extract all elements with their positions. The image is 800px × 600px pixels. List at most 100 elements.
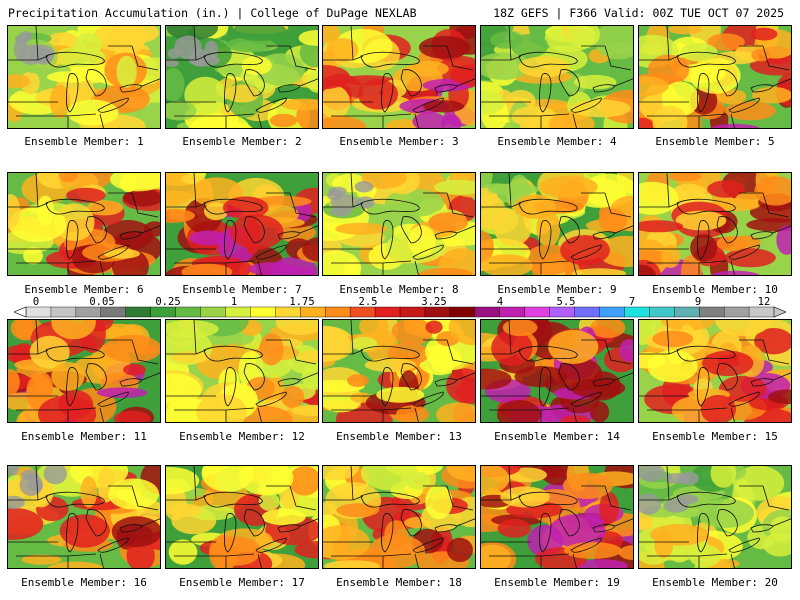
precipitation-field: [166, 26, 318, 128]
model-run-valid-time: 18Z GEFS | F366 Valid: 00Z TUE OCT 07 20…: [493, 6, 784, 20]
colorbar-swatch: [399, 306, 426, 318]
colorbar-swatch: [25, 306, 52, 318]
precipitation-field: [8, 26, 160, 128]
colorbar-swatch: [150, 306, 177, 318]
ensemble-member-map: [480, 319, 634, 423]
precipitation-field: [8, 173, 160, 275]
precipitation-field: [323, 173, 475, 275]
colorbar-swatch: [624, 306, 651, 318]
colorbar-swatch: [699, 306, 725, 318]
ensemble-member-label: Ensemble Member: 3: [339, 135, 459, 148]
precipitation-field: [639, 466, 791, 568]
ensemble-member-label: Ensemble Member: 1: [24, 135, 144, 148]
colorbar-swatch: [75, 306, 102, 318]
ensemble-member-map: [165, 172, 319, 276]
precipitation-colorbar: [14, 306, 786, 318]
colorbar-label: 1: [230, 296, 238, 308]
ensemble-member-label: Ensemble Member: 12: [179, 430, 305, 443]
ensemble-member-label: Ensemble Member: 16: [21, 576, 147, 589]
ensemble-member-map: [480, 172, 634, 276]
map-title: Precipitation Accumulation (in.) | Colle…: [8, 6, 417, 20]
precipitation-field: [639, 320, 791, 422]
precipitation-field: [166, 173, 318, 275]
colorbar-swatch: [524, 306, 551, 318]
ensemble-member-map: [165, 465, 319, 569]
colorbar-swatch: [424, 306, 451, 318]
colorbar-label: 5.5: [556, 296, 576, 308]
colorbar-swatch: [225, 306, 252, 318]
precipitation-field: [8, 466, 160, 568]
ensemble-member-label: Ensemble Member: 11: [21, 430, 147, 443]
precipitation-field: [639, 26, 791, 128]
ensemble-member-label: Ensemble Member: 20: [652, 576, 778, 589]
colorbar-swatch: [349, 306, 376, 318]
colorbar-swatch: [200, 306, 227, 318]
precipitation-field: [323, 26, 475, 128]
ensemble-member-map: [322, 465, 476, 569]
ensemble-member-map: [7, 465, 161, 569]
ensemble-member-map: [165, 319, 319, 423]
ensemble-member-label: Ensemble Member: 13: [336, 430, 462, 443]
precipitation-field: [481, 320, 633, 422]
ensemble-member-label: Ensemble Member: 17: [179, 576, 305, 589]
precipitation-field: [481, 173, 633, 275]
precipitation-field: [8, 320, 160, 422]
colorbar-label: 2.5: [358, 296, 378, 308]
colorbar-swatch: [499, 306, 526, 318]
ensemble-member-label: Ensemble Member: 8: [339, 283, 459, 296]
ensemble-member-label: Ensemble Member: 15: [652, 430, 778, 443]
precipitation-field: [166, 466, 318, 568]
colorbar-swatch: [599, 306, 626, 318]
ensemble-member-label: Ensemble Member: 19: [494, 576, 620, 589]
ensemble-member-label: Ensemble Member: 14: [494, 430, 620, 443]
colorbar-label: 4: [496, 296, 504, 308]
colorbar-swatch: [275, 306, 301, 318]
colorbar-max-arrow: [773, 306, 786, 318]
ensemble-member-map: [165, 25, 319, 129]
precipitation-field: [166, 320, 318, 422]
colorbar-label: 0: [32, 296, 40, 308]
colorbar-swatch: [300, 306, 326, 318]
colorbar-swatch: [175, 306, 202, 318]
colorbar-swatch: [674, 306, 700, 318]
ensemble-member-map: [7, 25, 161, 129]
ensemble-member-label: Ensemble Member: 5: [655, 135, 775, 148]
precipitation-field: [323, 466, 475, 568]
precipitation-field: [639, 173, 791, 275]
ensemble-member-map: [480, 25, 634, 129]
ensemble-member-map: [322, 25, 476, 129]
colorbar-swatch: [549, 306, 576, 318]
colorbar-swatch: [748, 306, 775, 318]
ensemble-member-label: Ensemble Member: 10: [652, 283, 778, 296]
colorbar-swatch: [723, 306, 750, 318]
colorbar-label: 1.75: [289, 296, 315, 308]
precipitation-field: [481, 26, 633, 128]
colorbar-swatch: [325, 306, 351, 318]
ensemble-member-label: Ensemble Member: 9: [497, 283, 617, 296]
colorbar-label: 0.05: [89, 296, 115, 308]
colorbar-swatch: [100, 306, 127, 318]
ensemble-member-label: Ensemble Member: 7: [182, 283, 302, 296]
ensemble-member-map: [638, 172, 792, 276]
ensemble-member-map: [480, 465, 634, 569]
ensemble-member-label: Ensemble Member: 18: [336, 576, 462, 589]
colorbar-label: 0.25: [155, 296, 181, 308]
ensemble-member-map: [638, 465, 792, 569]
colorbar-swatch: [649, 306, 675, 318]
colorbar-swatch: [474, 306, 501, 318]
colorbar-swatch: [50, 306, 77, 318]
ensemble-member-map: [7, 172, 161, 276]
ensemble-member-label: Ensemble Member: 6: [24, 283, 144, 296]
ensemble-member-map: [322, 319, 476, 423]
colorbar-label: 7: [628, 296, 636, 308]
colorbar-swatch: [125, 306, 152, 318]
ensemble-member-label: Ensemble Member: 2: [182, 135, 302, 148]
colorbar-label: 9: [694, 296, 702, 308]
ensemble-member-map: [7, 319, 161, 423]
colorbar-swatch: [574, 306, 601, 318]
precipitation-field: [481, 466, 633, 568]
colorbar-min-arrow: [14, 306, 27, 318]
colorbar-swatch: [250, 306, 277, 318]
colorbar-label: 3.25: [421, 296, 447, 308]
ensemble-member-map: [638, 25, 792, 129]
